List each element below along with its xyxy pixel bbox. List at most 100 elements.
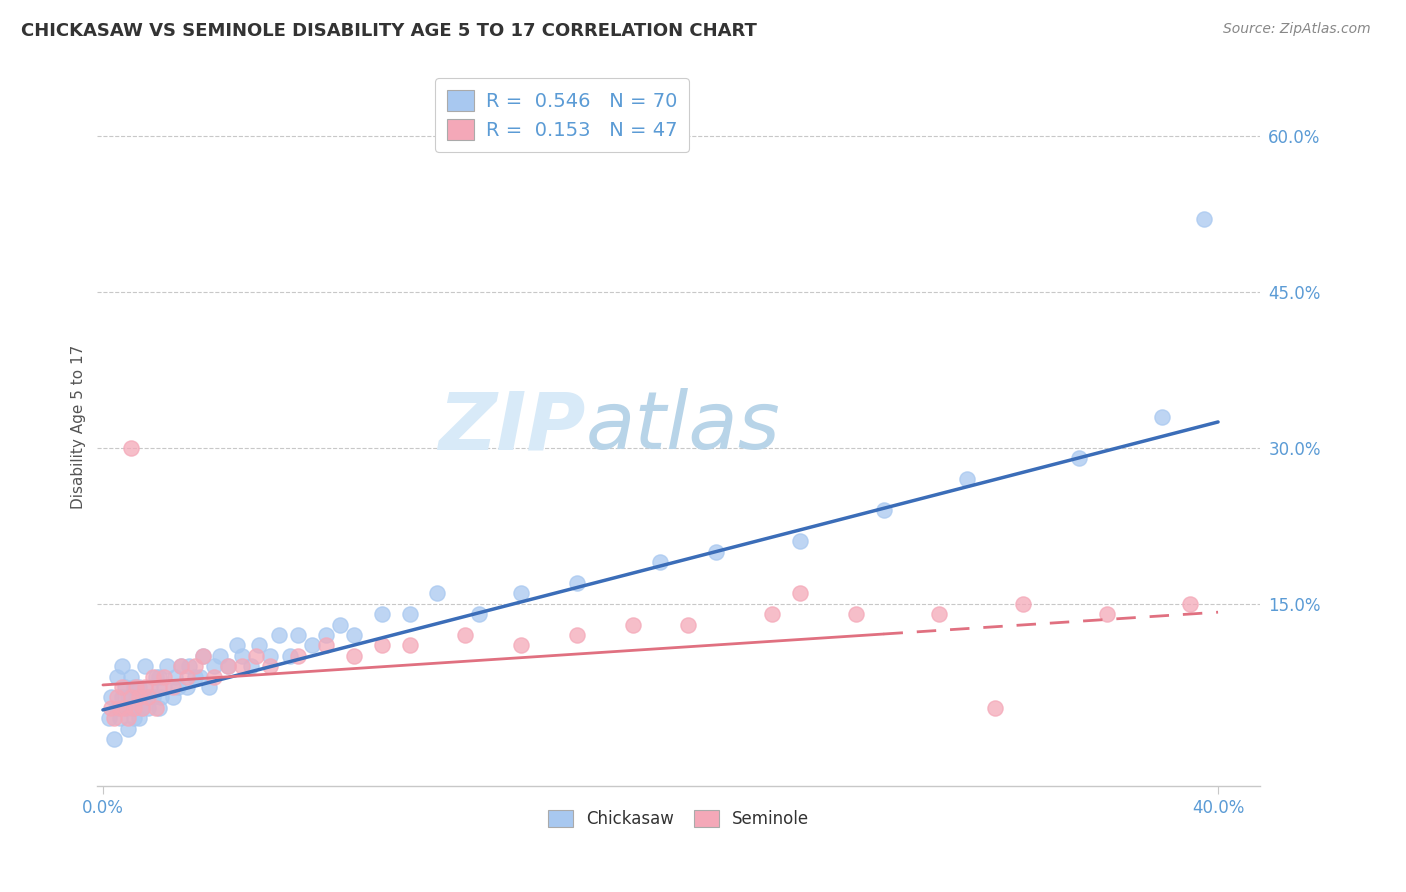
Point <box>148 680 170 694</box>
Point <box>105 670 128 684</box>
Point <box>117 711 139 725</box>
Point <box>100 701 122 715</box>
Point <box>650 555 672 569</box>
Point <box>190 670 212 684</box>
Point <box>179 659 201 673</box>
Point <box>170 659 193 673</box>
Point <box>468 607 491 622</box>
Point <box>170 659 193 673</box>
Point <box>97 711 120 725</box>
Point <box>217 659 239 673</box>
Point <box>789 586 811 600</box>
Point <box>343 648 366 663</box>
Point <box>111 659 134 673</box>
Point <box>122 701 145 715</box>
Point <box>510 586 533 600</box>
Point <box>208 648 231 663</box>
Point <box>231 648 253 663</box>
Point <box>162 680 184 694</box>
Point <box>134 659 156 673</box>
Point <box>148 670 170 684</box>
Point <box>454 628 477 642</box>
Point <box>117 690 139 705</box>
Point <box>1067 451 1090 466</box>
Point <box>184 659 207 673</box>
Point <box>984 701 1007 715</box>
Point <box>108 711 131 725</box>
Point <box>287 648 309 663</box>
Point <box>136 690 159 705</box>
Point <box>153 680 176 694</box>
Point <box>510 639 533 653</box>
Point <box>398 639 420 653</box>
Point <box>153 670 176 684</box>
Point <box>1178 597 1201 611</box>
Point <box>315 628 337 642</box>
Point <box>167 680 190 694</box>
Point <box>128 690 150 705</box>
Point <box>139 680 162 694</box>
Point <box>114 680 136 694</box>
Point <box>245 648 267 663</box>
Point <box>247 639 270 653</box>
Point <box>231 659 253 673</box>
Point <box>122 680 145 694</box>
Point <box>120 701 142 715</box>
Point <box>704 545 727 559</box>
Point <box>370 607 392 622</box>
Point <box>134 680 156 694</box>
Point <box>204 670 226 684</box>
Point <box>1095 607 1118 622</box>
Point <box>145 701 167 715</box>
Point <box>278 648 301 663</box>
Point <box>315 639 337 653</box>
Point <box>120 670 142 684</box>
Point <box>956 472 979 486</box>
Point <box>128 711 150 725</box>
Point <box>184 670 207 684</box>
Point <box>198 680 221 694</box>
Point <box>162 690 184 705</box>
Point <box>145 670 167 684</box>
Point <box>117 722 139 736</box>
Point <box>105 690 128 705</box>
Point <box>125 680 148 694</box>
Point <box>176 670 198 684</box>
Point <box>165 670 187 684</box>
Point <box>287 628 309 642</box>
Point <box>928 607 950 622</box>
Point <box>1012 597 1035 611</box>
Point <box>128 680 150 694</box>
Text: Source: ZipAtlas.com: Source: ZipAtlas.com <box>1223 22 1371 37</box>
Point <box>150 690 173 705</box>
Point <box>193 648 215 663</box>
Point <box>259 648 281 663</box>
Point <box>329 617 352 632</box>
Point <box>136 701 159 715</box>
Point <box>225 639 247 653</box>
Point <box>761 607 783 622</box>
Point <box>100 690 122 705</box>
Point <box>343 628 366 642</box>
Point <box>872 503 894 517</box>
Text: atlas: atlas <box>586 388 780 467</box>
Point <box>156 659 179 673</box>
Point <box>120 690 142 705</box>
Point <box>193 648 215 663</box>
Point <box>103 711 125 725</box>
Point <box>103 731 125 746</box>
Point <box>111 680 134 694</box>
Point <box>108 701 131 715</box>
Point <box>131 701 153 715</box>
Point <box>114 701 136 715</box>
Point <box>621 617 644 632</box>
Point <box>845 607 868 622</box>
Point <box>120 441 142 455</box>
Point <box>131 701 153 715</box>
Text: CHICKASAW VS SEMINOLE DISABILITY AGE 5 TO 17 CORRELATION CHART: CHICKASAW VS SEMINOLE DISABILITY AGE 5 T… <box>21 22 756 40</box>
Point <box>142 670 165 684</box>
Text: ZIP: ZIP <box>439 388 586 467</box>
Point <box>105 701 128 715</box>
Point <box>239 659 262 673</box>
Point <box>176 680 198 694</box>
